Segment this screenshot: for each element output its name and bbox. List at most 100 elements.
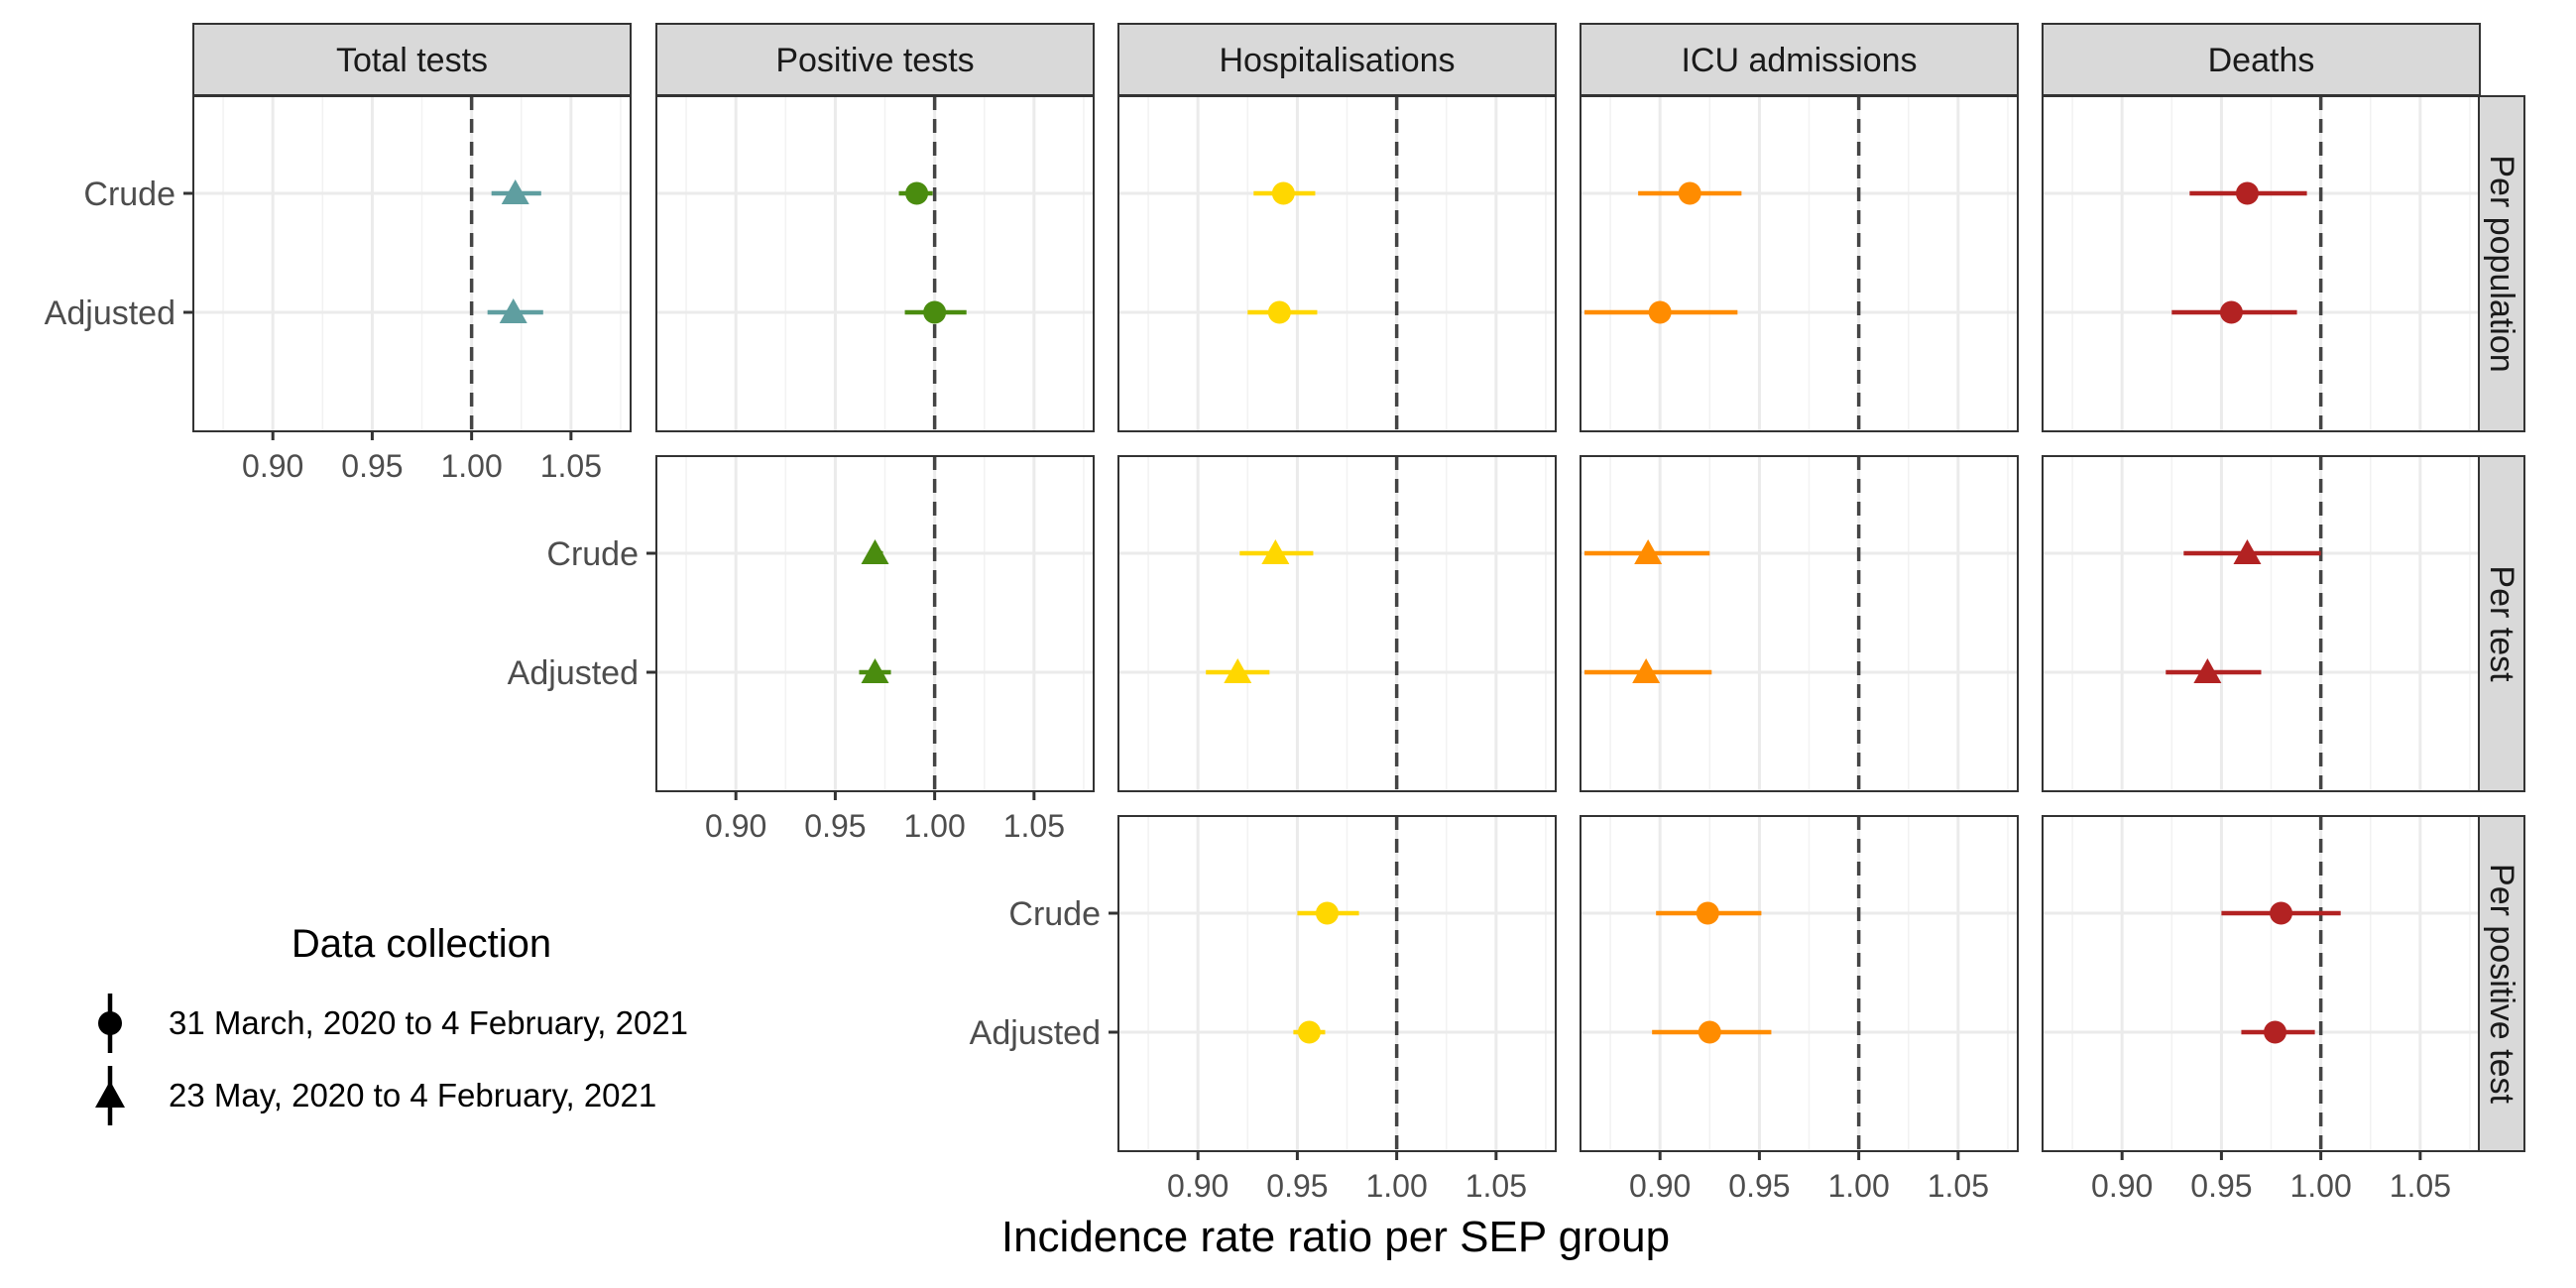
panel-per-test-deaths (2042, 455, 2481, 792)
point-estimate-triangle (1261, 539, 1290, 564)
x-tick-label: 1.00 (440, 448, 502, 484)
panel-background (2043, 456, 2480, 791)
x-tick-label: 0.95 (341, 448, 403, 484)
estimate-crude (491, 179, 541, 204)
x-tick-label: 1.00 (1365, 1168, 1427, 1204)
x-axis-title: Incidence rate ratio per SEP group (1001, 1213, 1670, 1261)
estimate-adjusted (1293, 1020, 1326, 1044)
column-strip-box (655, 23, 1095, 96)
point-estimate-triangle (501, 179, 529, 204)
estimate-adjusted (2241, 1020, 2315, 1044)
estimate-adjusted (1584, 658, 1712, 683)
point-estimate-circle (1696, 901, 1719, 925)
y-tick-label-adjusted: Adjusted (970, 1014, 1101, 1052)
estimate-crude (2189, 181, 2307, 205)
legend-item-label: 31 March, 2020 to 4 February, 2021 (169, 1004, 688, 1041)
point-estimate-triangle (1634, 539, 1663, 564)
legend-title: Data collection (292, 922, 551, 966)
y-tick-label-adjusted: Adjusted (45, 294, 176, 332)
panel-background (656, 96, 1094, 431)
panel-per-population-positive-tests (655, 95, 1095, 432)
point-estimate-triangle (2233, 539, 2262, 564)
point-estimate-circle (2270, 901, 2293, 925)
column-strip-hospitalisations: Hospitalisations (1117, 23, 1557, 96)
estimate-crude (1239, 539, 1314, 564)
panel-border (1117, 455, 1557, 792)
point-estimate-circle (905, 181, 929, 205)
point-estimate-circle (1678, 181, 1701, 205)
point-estimate-circle (2235, 181, 2259, 205)
estimate-adjusted (859, 658, 891, 683)
estimate-crude (1253, 181, 1316, 205)
x-tick-label: 0.95 (1266, 1168, 1328, 1204)
estimate-crude (2221, 901, 2341, 925)
x-tick-label: 1.00 (903, 808, 965, 844)
panel-background (2043, 816, 2480, 1151)
panel-per-test-icu-admissions (1580, 455, 2019, 792)
estimate-adjusted (1206, 658, 1270, 683)
panel-background (193, 96, 631, 431)
panel-border (655, 455, 1095, 792)
panel-border (1117, 815, 1557, 1152)
point-estimate-triangle (1632, 658, 1661, 683)
column-strip-label: ICU admissions (1681, 42, 1917, 79)
point-estimate-circle (2219, 300, 2243, 324)
column-strip-label: Positive tests (775, 42, 974, 79)
point-estimate-circle (1698, 1020, 1721, 1044)
row-strip-label: Per population (2483, 155, 2520, 372)
column-strip-box (2042, 23, 2481, 96)
estimate-crude (861, 539, 889, 564)
y-tick-label-crude: Crude (546, 535, 639, 573)
panel-border (1580, 455, 2019, 792)
panel-border (1580, 815, 2019, 1152)
panel-background (1118, 816, 1556, 1151)
x-tick-label: 0.95 (2190, 1168, 2252, 1204)
estimate-adjusted (1584, 300, 1738, 324)
strip-layer: Total tests Positive tests Hospitalisation… (192, 23, 2525, 1152)
point-estimate-circle (1315, 901, 1339, 925)
x-tick-label: 0.90 (705, 808, 766, 844)
panel-background (1581, 816, 2018, 1151)
column-strip-deaths: Deaths (2042, 23, 2481, 96)
estimate-crude (898, 181, 933, 205)
column-strip-label: Deaths (2208, 42, 2315, 79)
estimate-adjusted (2171, 300, 2297, 324)
x-tick-label: 1.05 (1928, 1168, 1989, 1204)
y-tick-label-crude: Crude (83, 176, 176, 213)
panel-background (1581, 96, 2018, 431)
row-strip-per-positive-test: Per positive test (2478, 815, 2525, 1152)
row-strip-box (2478, 455, 2525, 792)
point-estimate-triangle (861, 658, 889, 683)
point-estimate-triangle (2193, 658, 2222, 683)
panel-background (1118, 96, 1556, 431)
x-tick-label: 0.90 (1167, 1168, 1229, 1204)
point-estimate-circle (923, 300, 947, 324)
legend-item-circle: 31 March, 2020 to 4 February, 2021 (98, 994, 688, 1053)
panel-per-test-hospitalisations (1117, 455, 1557, 792)
panel-per-test-positive-tests: Crude Adjusted 0.90 0.95 1.00 1.05 (508, 455, 1095, 844)
panel-per-population-icu-admissions (1580, 95, 2019, 432)
column-strip-label: Total tests (336, 42, 488, 79)
x-tick-label: 0.90 (242, 448, 303, 484)
point-estimate-circle (1297, 1020, 1321, 1044)
legend-item-triangle: 23 May, 2020 to 4 February, 2021 (95, 1066, 656, 1125)
estimate-adjusted (904, 300, 967, 324)
x-tick-label: 0.90 (1629, 1168, 1691, 1204)
row-strip-per-test: Per test (2478, 455, 2525, 792)
legend-item-label: 23 May, 2020 to 4 February, 2021 (169, 1077, 656, 1113)
x-tick-label: 0.95 (1728, 1168, 1790, 1204)
panel-per-population-deaths (2042, 95, 2481, 432)
legend-key-circle (98, 1011, 122, 1035)
legend-key-triangle (95, 1081, 125, 1108)
x-tick-label: 0.95 (804, 808, 866, 844)
row-strip-box (2478, 815, 2525, 1152)
row-strip-label: Per positive test (2483, 864, 2520, 1104)
estimate-crude (1584, 539, 1710, 564)
panel-per-population-total-tests: Crude Adjusted 0.90 0.95 1.00 1.05 (45, 95, 632, 484)
estimate-adjusted (1652, 1020, 1772, 1044)
y-tick-label-crude: Crude (1008, 895, 1101, 933)
panel-background (1581, 456, 2018, 791)
legend: Data collection 31 March, 2020 to 4 Febru… (95, 922, 688, 1125)
x-tick-label: 1.00 (2289, 1168, 2351, 1204)
